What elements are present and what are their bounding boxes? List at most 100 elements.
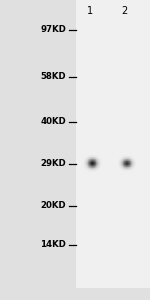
Bar <box>130 163 131 164</box>
Bar <box>121 169 122 170</box>
Bar <box>118 163 119 164</box>
Bar <box>97 160 98 161</box>
Bar <box>130 156 131 157</box>
Bar <box>134 167 135 168</box>
Bar <box>92 161 93 162</box>
Bar <box>89 171 90 172</box>
Bar <box>99 167 100 168</box>
Bar <box>88 169 89 170</box>
Bar <box>92 165 93 166</box>
Bar <box>92 171 93 172</box>
Bar <box>120 166 121 167</box>
Bar <box>90 170 91 171</box>
Bar <box>134 160 135 161</box>
Bar <box>90 166 91 167</box>
Bar <box>124 155 125 156</box>
Bar <box>90 165 91 166</box>
Bar <box>76 0 150 288</box>
Bar <box>92 169 93 170</box>
Bar <box>98 158 99 159</box>
Bar <box>123 161 124 162</box>
Bar <box>131 159 132 160</box>
Bar <box>97 169 98 170</box>
Bar <box>119 166 120 167</box>
Bar <box>125 155 126 156</box>
Bar <box>88 158 89 159</box>
Bar <box>118 162 119 163</box>
Bar <box>132 160 133 161</box>
Bar <box>132 165 133 166</box>
Bar <box>90 155 91 156</box>
Bar <box>129 156 130 157</box>
Bar <box>118 161 119 162</box>
Bar <box>88 164 89 165</box>
Bar <box>95 157 96 158</box>
Bar <box>86 163 87 164</box>
Bar <box>90 163 91 164</box>
Bar <box>132 167 133 168</box>
Bar <box>87 166 88 167</box>
Bar <box>127 170 128 171</box>
Bar <box>128 169 129 170</box>
Bar <box>128 167 129 168</box>
Bar <box>88 165 89 166</box>
Bar <box>99 160 100 161</box>
Bar <box>91 161 92 162</box>
Bar <box>118 165 119 166</box>
Bar <box>94 166 95 167</box>
Bar <box>129 158 130 159</box>
Bar <box>131 167 132 168</box>
Bar <box>89 167 90 168</box>
Bar <box>96 168 97 169</box>
Bar <box>120 159 121 160</box>
Bar <box>92 168 93 169</box>
Bar <box>124 158 125 159</box>
Bar <box>91 158 92 159</box>
Bar <box>131 168 132 169</box>
Bar <box>129 161 130 162</box>
Bar <box>90 156 91 157</box>
Bar <box>122 156 123 157</box>
Bar <box>89 169 90 170</box>
Bar <box>85 165 86 166</box>
Bar <box>130 162 131 163</box>
Bar <box>120 157 121 158</box>
Bar <box>91 171 92 172</box>
Bar <box>118 160 119 161</box>
Bar <box>123 168 124 169</box>
Bar <box>88 169 89 170</box>
Bar <box>124 162 125 163</box>
Bar <box>96 158 97 159</box>
Bar <box>132 168 133 169</box>
Bar <box>127 165 128 166</box>
Bar <box>94 169 95 170</box>
Bar <box>122 168 123 169</box>
Bar <box>123 157 124 158</box>
Bar <box>134 158 135 159</box>
Bar <box>90 158 91 159</box>
Bar <box>124 168 125 169</box>
Bar <box>128 163 129 164</box>
Bar <box>94 156 95 157</box>
Bar <box>121 160 122 161</box>
Bar <box>96 156 97 157</box>
Bar <box>121 168 122 169</box>
Bar <box>98 169 99 170</box>
Bar <box>94 161 95 162</box>
Bar <box>91 155 92 156</box>
Bar <box>131 160 132 161</box>
Bar <box>118 161 119 162</box>
Bar <box>130 170 131 171</box>
Bar <box>89 160 90 161</box>
Bar <box>92 159 93 160</box>
Bar <box>95 158 96 159</box>
Bar <box>118 159 119 160</box>
Bar <box>119 160 120 161</box>
Bar <box>127 159 128 160</box>
Bar <box>128 162 129 163</box>
Bar <box>120 161 121 162</box>
Bar <box>123 156 124 157</box>
Bar <box>133 163 134 164</box>
Bar <box>127 161 128 162</box>
Bar <box>100 166 101 167</box>
